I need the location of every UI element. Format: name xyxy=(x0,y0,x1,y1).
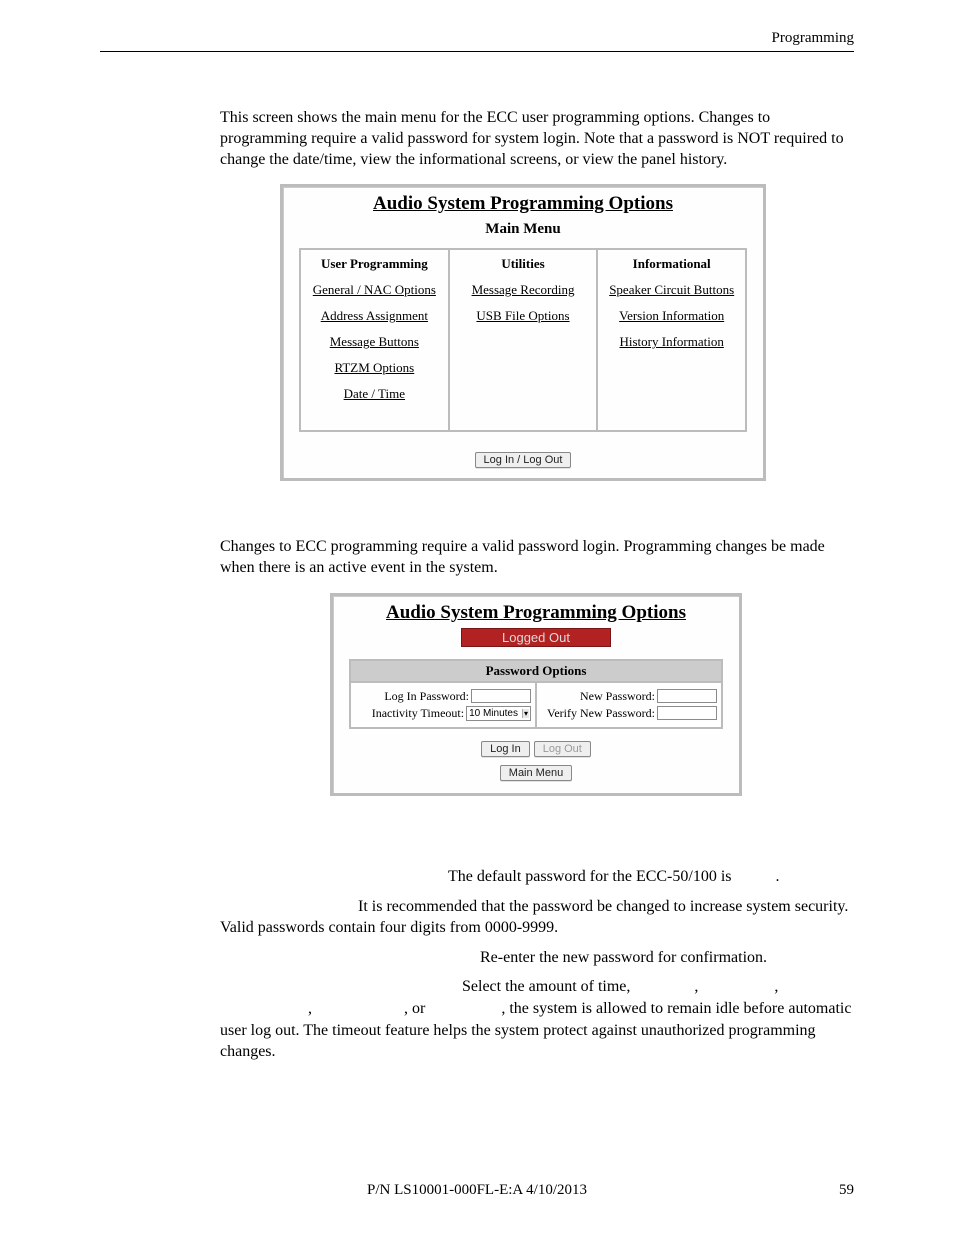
col-utilities: Utilities Message Recording USB File Opt… xyxy=(448,250,597,430)
link-general-nac-options[interactable]: General / NAC Options xyxy=(305,282,444,298)
link-history-information[interactable]: History Information xyxy=(602,334,741,350)
panel-title: Audio System Programming Options xyxy=(333,596,739,624)
panel-title: Audio System Programming Options xyxy=(283,187,763,215)
header-section-label: Programming xyxy=(100,30,854,47)
footnote-verify-password: Re-enter the new password for confirmati… xyxy=(220,947,854,969)
col-head: User Programming xyxy=(305,256,444,272)
fn2-text: It is recommended that the password be c… xyxy=(220,898,848,937)
panel-subtitle: Main Menu xyxy=(283,215,763,248)
link-address-assignment[interactable]: Address Assignment xyxy=(305,308,444,324)
link-version-information[interactable]: Version Information xyxy=(602,308,741,324)
password-options-box: Password Options Log In Password: Inacti… xyxy=(349,659,723,729)
login-logout-button[interactable]: Log In / Log Out xyxy=(475,452,572,468)
verify-new-password-label: Verify New Password: xyxy=(547,706,655,721)
footnotes: The default password for the ECC-50/100 … xyxy=(100,866,854,1063)
page-footer: P/N LS10001-000FL-E:A 4/10/2013 59 xyxy=(100,1182,854,1199)
col-head: Utilities xyxy=(454,256,593,272)
password-options-head: Password Options xyxy=(351,661,721,683)
login-panel: Audio System Programming Options Logged … xyxy=(330,593,742,796)
fn1-text: The default password for the ECC-50/100 … xyxy=(448,868,736,885)
pw-col-right: New Password: Verify New Password: xyxy=(535,683,721,727)
main-menu-button[interactable]: Main Menu xyxy=(500,765,572,781)
col-user-programming: User Programming General / NAC Options A… xyxy=(301,250,448,430)
intro-paragraph: This screen shows the main menu for the … xyxy=(220,108,854,170)
link-usb-file-options[interactable]: USB File Options xyxy=(454,308,593,324)
link-rtzm-options[interactable]: RTZM Options xyxy=(305,360,444,376)
footnote-new-password: It is recommended that the password be c… xyxy=(220,896,854,939)
fn1-end: . xyxy=(776,868,780,885)
footer-page-number: 59 xyxy=(839,1182,854,1199)
inactivity-timeout-label: Inactivity Timeout: xyxy=(372,706,464,721)
link-message-recording[interactable]: Message Recording xyxy=(454,282,593,298)
login-button[interactable]: Log In xyxy=(481,741,530,757)
header-rule xyxy=(100,51,854,52)
login-password-label: Log In Password: xyxy=(384,689,469,704)
main-menu-table: User Programming General / NAC Options A… xyxy=(299,248,747,432)
logout-button[interactable]: Log Out xyxy=(534,741,591,757)
footnote-default-password: The default password for the ECC-50/100 … xyxy=(220,866,854,888)
link-speaker-circuit-buttons[interactable]: Speaker Circuit Buttons xyxy=(602,282,741,298)
login-password-input[interactable] xyxy=(471,689,531,703)
fn3-text: Re-enter the new password for confirmati… xyxy=(480,949,767,966)
fn4a-text: Select the amount of time, xyxy=(462,978,634,995)
pw-col-left: Log In Password: Inactivity Timeout: 10 … xyxy=(351,683,535,727)
mid-paragraph: Changes to ECC programming require a val… xyxy=(220,537,854,579)
verify-new-password-input[interactable] xyxy=(657,706,717,720)
footnote-inactivity-timeout: Select the amount of time, , , , , or , … xyxy=(220,976,854,1062)
main-menu-panel: Audio System Programming Options Main Me… xyxy=(280,184,766,481)
new-password-input[interactable] xyxy=(657,689,717,703)
login-status-bar: Logged Out xyxy=(461,628,611,647)
mid-text-a: Changes to ECC programming require a val… xyxy=(220,538,771,555)
new-password-label: New Password: xyxy=(580,689,655,704)
footer-pn: P/N LS10001-000FL-E:A 4/10/2013 xyxy=(367,1182,587,1198)
col-head: Informational xyxy=(602,256,741,272)
link-message-buttons[interactable]: Message Buttons xyxy=(305,334,444,350)
col-informational: Informational Speaker Circuit Buttons Ve… xyxy=(596,250,745,430)
inactivity-timeout-select[interactable]: 10 Minutes xyxy=(466,706,531,721)
link-date-time[interactable]: Date / Time xyxy=(305,386,444,402)
